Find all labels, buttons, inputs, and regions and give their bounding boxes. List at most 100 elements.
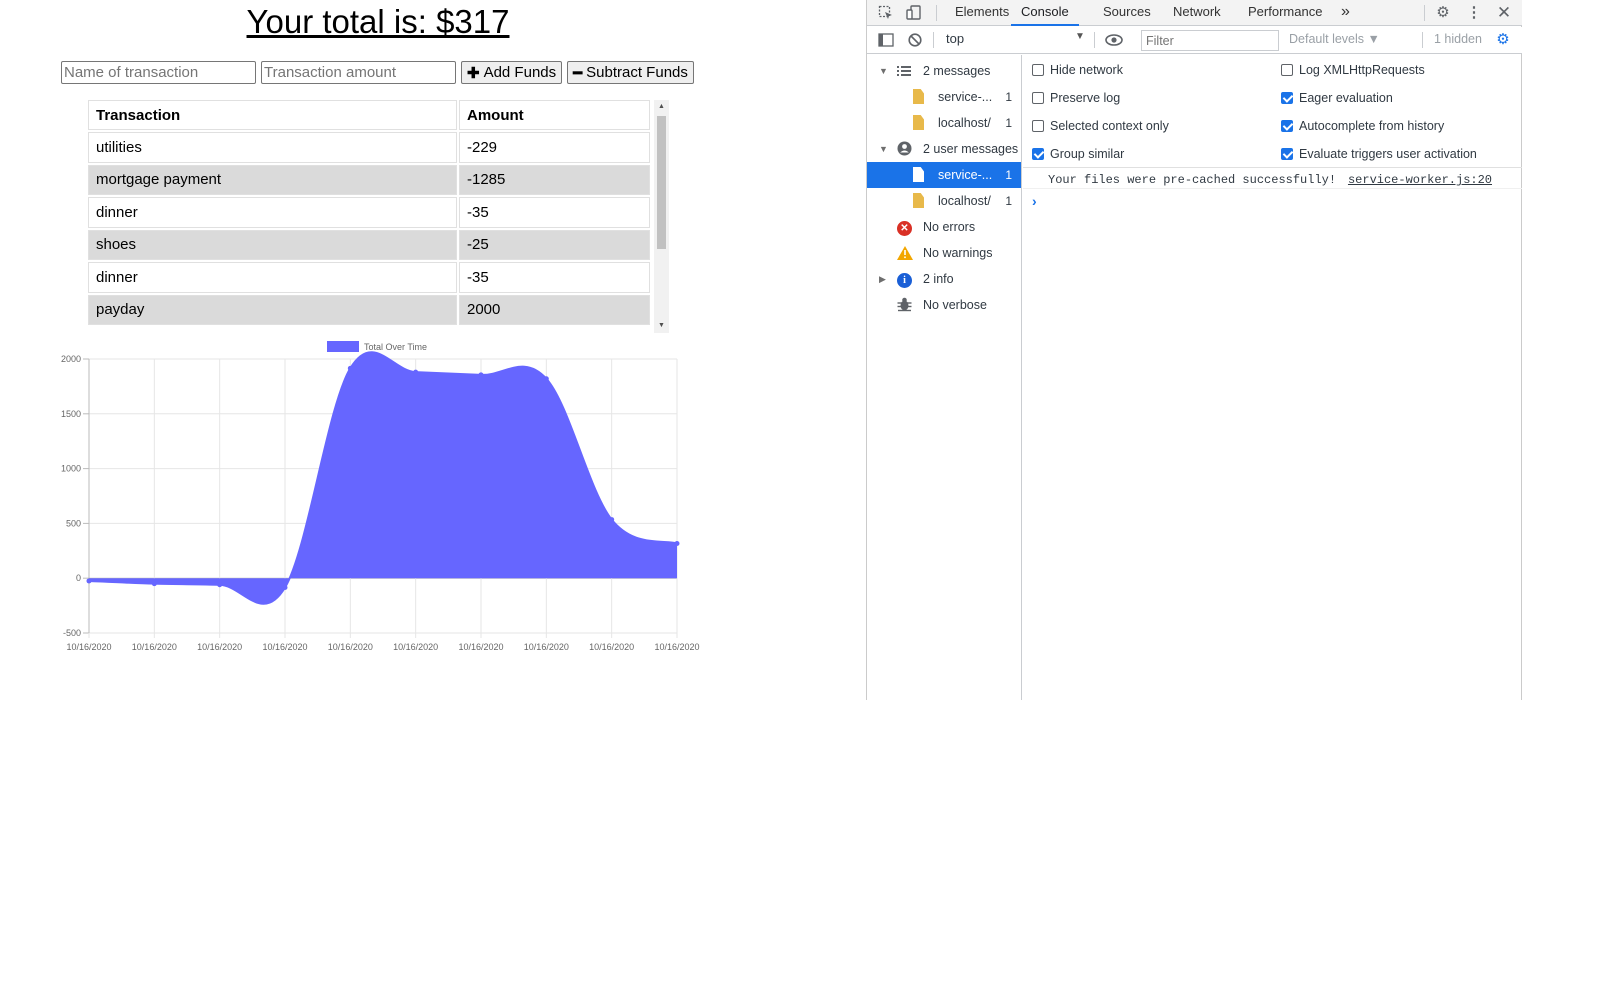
- transaction-name-cell: payday: [88, 294, 457, 325]
- data-point: [347, 365, 353, 371]
- selected-context-checkbox[interactable]: [1032, 120, 1044, 132]
- file-icon: [913, 162, 924, 191]
- transactions-table-container: Transaction Amount utilities -229 mortga…: [88, 100, 670, 333]
- context-dropdown-arrow-icon[interactable]: ▼: [1075, 31, 1085, 42]
- transaction-form: ✚ Add Funds ━ Subtract Funds: [61, 61, 694, 84]
- column-header-amount: Amount: [459, 100, 650, 130]
- toolbar-divider: [1422, 32, 1423, 48]
- sidebar-item-localhost-user[interactable]: localhost/ 1: [867, 188, 1021, 214]
- sidebar-toggle-icon[interactable]: [876, 27, 896, 56]
- tab-network[interactable]: Network: [1173, 4, 1221, 19]
- tab-console[interactable]: Console: [1011, 0, 1079, 26]
- series-area: [89, 352, 677, 604]
- console-prompt[interactable]: ›: [1032, 193, 1037, 209]
- group-similar-option[interactable]: Group similar: [1032, 144, 1124, 164]
- more-tabs-button[interactable]: »: [1341, 3, 1350, 20]
- sidebar-item-label: service-...: [938, 168, 993, 182]
- inspect-element-icon[interactable]: [876, 0, 896, 30]
- data-point: [86, 578, 92, 584]
- live-expression-eye-icon[interactable]: [1104, 27, 1124, 55]
- sidebar-item-verbose[interactable]: No verbose: [867, 292, 1021, 318]
- transaction-amount-cell: -1285: [459, 164, 650, 195]
- sidebar-item-warnings[interactable]: No warnings: [867, 240, 1021, 266]
- user-icon: [897, 136, 912, 165]
- option-label: Log XMLHttpRequests: [1299, 63, 1425, 77]
- x-tick-label: 10/16/2020: [132, 642, 177, 652]
- data-point: [609, 517, 615, 523]
- table-scrollbar[interactable]: ▲ ▼: [654, 100, 669, 333]
- y-tick-label: 0: [76, 573, 81, 583]
- sidebar-item-service-worker[interactable]: service-... 1: [867, 84, 1021, 110]
- subtract-funds-label: Subtract Funds: [586, 64, 688, 81]
- transactions-table: Transaction Amount utilities -229 mortga…: [88, 100, 652, 327]
- context-selector[interactable]: top: [946, 31, 965, 46]
- sidebar-item-label: No warnings: [923, 246, 993, 260]
- message-count: 1: [1005, 90, 1012, 104]
- autocomplete-checkbox[interactable]: [1281, 120, 1293, 132]
- tab-elements[interactable]: Elements: [955, 4, 1010, 19]
- console-message-text: Your files were pre-cached successfully!: [1048, 173, 1337, 187]
- sidebar-item-localhost[interactable]: localhost/ 1: [867, 110, 1021, 136]
- transaction-name-input[interactable]: [61, 61, 256, 84]
- device-toolbar-icon[interactable]: [904, 0, 924, 30]
- hide-network-option[interactable]: Hide network: [1032, 60, 1123, 80]
- settings-gear-icon[interactable]: ⚙: [1436, 4, 1450, 21]
- console-source-link[interactable]: service-worker.js:20: [1347, 173, 1492, 187]
- console-settings-gear-icon[interactable]: ⚙: [1496, 31, 1510, 48]
- option-label: Hide network: [1050, 63, 1123, 77]
- scroll-up-arrow-icon[interactable]: ▲: [658, 103, 665, 110]
- x-tick-label: 10/16/2020: [66, 642, 111, 652]
- warning-icon: [897, 240, 913, 269]
- transaction-name-cell: shoes: [88, 229, 457, 260]
- expand-triangle-icon[interactable]: ▼: [879, 66, 888, 76]
- table-row: dinner -35: [88, 262, 650, 293]
- evaluate-triggers-option[interactable]: Evaluate triggers user activation: [1281, 144, 1477, 164]
- expand-triangle-icon[interactable]: ▼: [879, 144, 888, 154]
- sidebar-item-service-worker-user[interactable]: service-... 1: [867, 162, 1021, 188]
- autocomplete-option[interactable]: Autocomplete from history: [1281, 116, 1444, 136]
- toolbar-divider: [1094, 32, 1095, 48]
- toolbar-divider: [933, 32, 934, 48]
- message-count: 1: [1005, 194, 1012, 208]
- hide-network-checkbox[interactable]: [1032, 64, 1044, 76]
- data-point: [413, 369, 419, 375]
- table-row: payday 2000: [88, 294, 650, 325]
- transaction-amount-input[interactable]: [261, 61, 456, 84]
- log-levels-dropdown[interactable]: Default levels ▼: [1289, 32, 1380, 46]
- legend-label: Total Over Time: [364, 342, 427, 352]
- subtract-funds-button[interactable]: ━ Subtract Funds: [567, 61, 694, 84]
- scroll-thumb[interactable]: [657, 116, 666, 249]
- file-icon: [913, 84, 924, 113]
- scroll-down-arrow-icon[interactable]: ▼: [658, 322, 665, 329]
- series-line: [88, 351, 678, 605]
- group-similar-checkbox[interactable]: [1032, 148, 1044, 160]
- devtools-panel: Elements Console Sources Network Perform…: [866, 0, 1522, 700]
- add-funds-button[interactable]: ✚ Add Funds: [461, 61, 563, 84]
- sidebar-item-errors[interactable]: ✕ No errors: [867, 214, 1021, 240]
- message-count: 1: [1005, 116, 1012, 130]
- collapse-triangle-icon[interactable]: ▶: [879, 274, 886, 284]
- info-icon: i: [897, 266, 912, 292]
- sidebar-item-info[interactable]: ▶ i 2 info: [867, 266, 1021, 292]
- transaction-amount-cell: -35: [459, 197, 650, 228]
- selected-context-option[interactable]: Selected context only: [1032, 116, 1169, 136]
- log-xhr-checkbox[interactable]: [1281, 64, 1293, 76]
- eager-evaluation-checkbox[interactable]: [1281, 92, 1293, 104]
- eager-evaluation-option[interactable]: Eager evaluation: [1281, 88, 1393, 108]
- log-xhr-option[interactable]: Log XMLHttpRequests: [1281, 60, 1425, 80]
- sidebar-item-messages[interactable]: ▼ 2 messages: [867, 58, 1021, 84]
- data-point: [543, 376, 549, 382]
- tab-sources[interactable]: Sources: [1103, 4, 1151, 19]
- tab-performance[interactable]: Performance: [1248, 4, 1323, 19]
- sidebar-item-label: localhost/: [938, 116, 991, 130]
- more-options-icon[interactable]: ⋮: [1466, 4, 1482, 21]
- transaction-name-cell: utilities: [88, 132, 457, 163]
- preserve-log-option[interactable]: Preserve log: [1032, 88, 1120, 108]
- close-icon[interactable]: ✕: [1496, 3, 1512, 22]
- clear-console-icon[interactable]: [905, 27, 925, 56]
- file-icon: [913, 110, 924, 139]
- preserve-log-checkbox[interactable]: [1032, 92, 1044, 104]
- evaluate-triggers-checkbox[interactable]: [1281, 148, 1293, 160]
- console-filter-input[interactable]: [1141, 30, 1279, 51]
- sidebar-item-user-messages[interactable]: ▼ 2 user messages: [867, 136, 1021, 162]
